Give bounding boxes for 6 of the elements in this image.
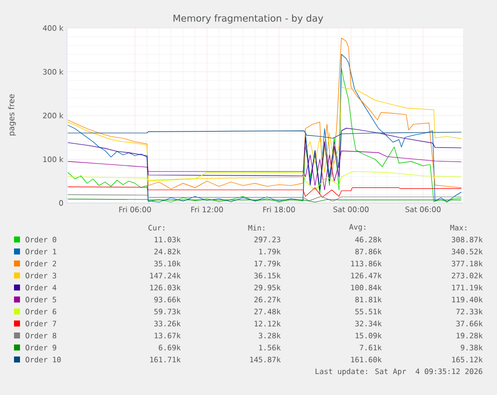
line-series: [68, 130, 462, 139]
line-series: [68, 38, 462, 190]
line-series: [68, 186, 462, 198]
line-series: [68, 128, 462, 190]
line-series: [68, 171, 462, 190]
chart-title: Memory fragmentation - by day: [174, 14, 324, 24]
